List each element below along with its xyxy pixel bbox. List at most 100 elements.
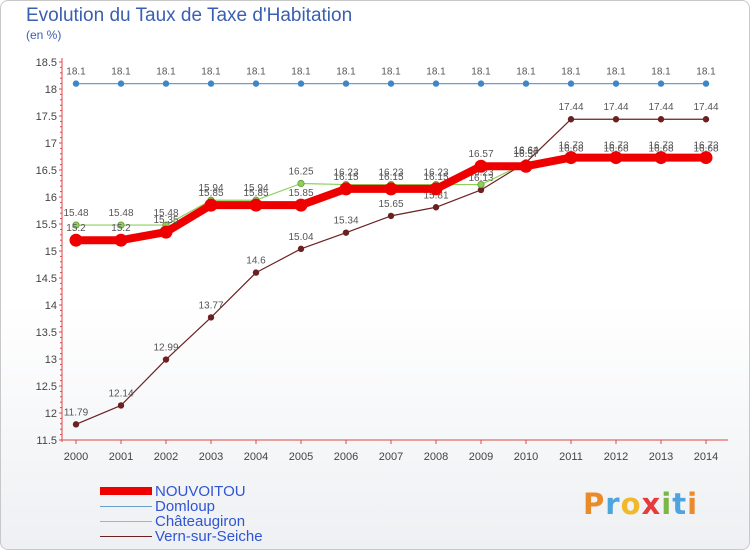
data-point <box>477 80 485 87</box>
y-tick-label: 17 <box>45 138 57 150</box>
data-label: 15.04 <box>288 232 313 243</box>
data-point <box>162 356 170 363</box>
legend-item-domloup: Domloup <box>100 498 360 515</box>
data-label: 15.65 <box>378 199 403 210</box>
data-point <box>657 116 665 123</box>
data-label: 15.48 <box>108 208 133 219</box>
y-tick-label: 16.5 <box>36 165 57 177</box>
y-tick-label: 12 <box>45 408 57 420</box>
data-point <box>477 186 485 194</box>
data-label: 18.1 <box>201 67 221 78</box>
data-point <box>207 314 215 321</box>
data-point <box>294 198 308 212</box>
data-label: 15.85 <box>198 188 223 199</box>
x-tick-label: 2005 <box>289 451 313 463</box>
data-label: 18.1 <box>291 67 311 78</box>
data-point <box>297 80 305 87</box>
data-label: 16.23 <box>378 168 403 179</box>
data-point <box>564 151 578 165</box>
y-tick-label: 11.5 <box>36 435 57 447</box>
data-label: 16.23 <box>468 168 493 179</box>
x-tick-label: 2000 <box>64 451 88 463</box>
x-tick-label: 2007 <box>379 451 403 463</box>
data-point <box>429 182 443 196</box>
data-point <box>384 182 398 196</box>
data-label: 16.73 <box>558 141 583 152</box>
data-label: 16.73 <box>648 141 673 152</box>
data-label: 15.94 <box>198 183 223 194</box>
data-label: 15.85 <box>243 188 268 199</box>
data-label: 16.15 <box>333 172 358 183</box>
data-point <box>159 225 173 239</box>
x-tick-label: 2010 <box>514 451 538 463</box>
data-point <box>387 80 395 87</box>
legend-swatch-nouvoitou <box>100 487 152 495</box>
data-point <box>567 80 575 87</box>
data-label: 18.1 <box>336 67 356 78</box>
legend-label-nouvoitou: NOUVOITOU <box>155 483 246 500</box>
data-label: 18.1 <box>471 67 491 78</box>
data-label: 18.1 <box>561 67 581 78</box>
data-point <box>117 221 125 229</box>
data-label: 18.1 <box>426 67 446 78</box>
x-tick-label: 2004 <box>244 451 268 463</box>
x-tick-label: 2008 <box>424 451 448 463</box>
data-point <box>297 245 305 253</box>
legend-label-domloup: Domloup <box>155 498 216 515</box>
legend-swatch-domloup <box>100 506 152 507</box>
data-point <box>69 233 83 247</box>
data-point <box>252 269 260 276</box>
data-label: 18.1 <box>651 67 671 78</box>
data-label: 16.57 <box>513 149 538 160</box>
x-tick-label: 2013 <box>649 451 673 463</box>
data-label: 17.44 <box>648 102 673 113</box>
data-label: 15.81 <box>423 190 448 201</box>
data-label: 17.44 <box>558 102 583 113</box>
series-line <box>75 118 706 425</box>
data-label: 17.44 <box>603 102 628 113</box>
data-label: 18.1 <box>696 67 716 78</box>
x-tick-label: 2006 <box>334 451 358 463</box>
y-tick-label: 15 <box>45 246 57 258</box>
y-tick-label: 18 <box>45 84 57 96</box>
x-tick-label: 2002 <box>154 451 178 463</box>
data-label: 15.35 <box>153 215 178 226</box>
legend-item-chateaugiron: Châteaugiron <box>100 513 360 530</box>
data-point <box>567 116 575 123</box>
data-point <box>657 80 665 87</box>
data-label: 16.13 <box>468 173 493 184</box>
data-point <box>117 80 125 87</box>
data-label: 16.15 <box>423 172 448 183</box>
y-tick-label: 12.5 <box>36 381 57 393</box>
data-point <box>252 80 260 87</box>
data-point <box>609 151 623 165</box>
data-point <box>339 182 353 196</box>
data-point <box>72 221 80 229</box>
data-point <box>207 80 215 87</box>
x-tick-label: 2001 <box>109 451 133 463</box>
data-point <box>342 229 350 236</box>
data-label: 16.68 <box>603 143 628 154</box>
data-label: 15.2 <box>66 223 86 234</box>
data-label: 16.68 <box>648 143 673 154</box>
data-label: 15.48 <box>153 208 178 219</box>
data-label: 11.79 <box>64 407 89 418</box>
data-point <box>72 80 80 87</box>
chart-title: Evolution du Taux de Taxe d'Habitation <box>26 5 353 26</box>
x-tick-label: 2014 <box>694 451 718 463</box>
legend-swatch-vern-sur-seiche <box>100 536 152 537</box>
data-point <box>297 179 305 188</box>
data-label: 15.85 <box>288 188 313 199</box>
data-label: 16.23 <box>423 168 448 179</box>
legend-swatch-chateaugiron <box>100 521 152 522</box>
data-point <box>612 116 620 123</box>
x-tick-label: 2012 <box>604 451 628 463</box>
data-label: 14.6 <box>246 256 266 267</box>
data-label: 12.14 <box>108 388 133 399</box>
x-tick-label: 2009 <box>469 451 493 463</box>
data-label: 16.68 <box>558 143 583 154</box>
data-point <box>117 402 125 409</box>
legend-label-chateaugiron: Châteaugiron <box>155 513 246 530</box>
data-label: 15.94 <box>243 183 268 194</box>
